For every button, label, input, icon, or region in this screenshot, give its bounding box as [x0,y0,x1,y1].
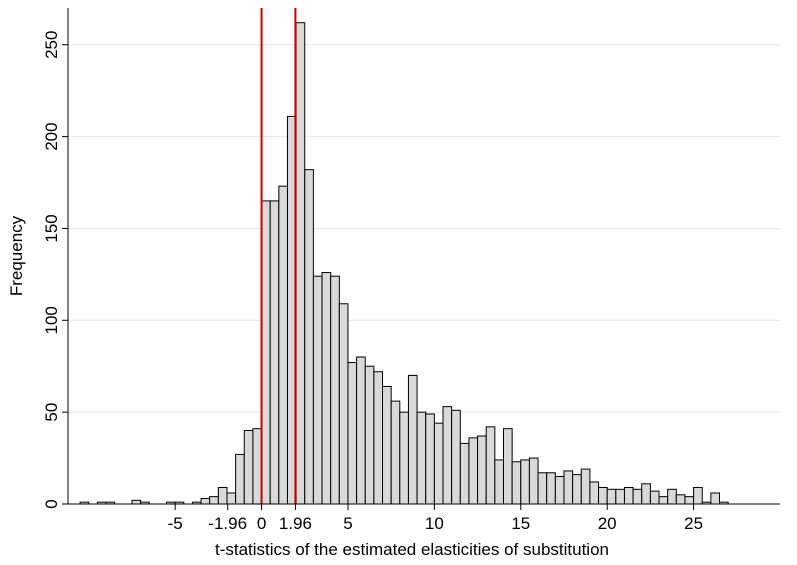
histogram-bar [546,472,556,505]
x-axis-title: t-statistics of the estimated elasticiti… [215,540,609,559]
histogram-bar [200,497,211,505]
histogram-bar [710,492,721,505]
x-tick-label: 20 [598,514,617,533]
histogram-bar [667,488,677,505]
histogram-bar [399,411,409,505]
histogram-bar [598,486,608,505]
histogram-bar [580,468,591,505]
gridlines [68,44,780,413]
histogram-bars [79,22,729,505]
histogram-bar [485,426,496,505]
histogram-bar [641,483,651,505]
histogram-bar [606,488,617,505]
y-tick-label: 250 [42,31,61,59]
histogram-bar [459,442,470,505]
reference-lines [260,8,297,504]
histogram-bar [520,459,530,505]
histogram-bar [321,272,332,505]
histogram-bar [278,185,288,505]
histogram-bar [416,411,427,505]
histogram-bar [217,486,228,505]
x-tick-label: -5 [168,514,183,533]
histogram-bar [502,428,513,505]
histogram-bar [649,490,660,505]
histogram-bar [338,303,349,505]
histogram-bar [615,488,625,505]
histogram-bar [563,470,574,505]
histogram-bar [390,400,401,505]
histogram-bar [623,486,634,505]
histogram-bar [632,488,643,505]
histogram-bar [537,472,548,505]
histogram-bar [433,422,444,505]
y-tick-label: 50 [42,403,61,422]
histogram-bar [572,474,582,505]
histogram-bar [407,374,418,505]
histogram-bar [269,200,280,505]
histogram-bar [442,406,453,505]
histogram-bar [131,499,142,505]
x-tick-label: 25 [684,514,703,533]
y-tick-label: 150 [42,214,61,242]
histogram-bar [356,356,366,505]
histogram-bar [554,475,565,505]
histogram-bar [243,430,254,505]
histogram-bar [330,275,340,505]
histogram-bar [364,365,375,505]
x-tick-label: -1.96 [208,514,247,533]
histogram-bar [261,200,271,505]
x-tick-label: 5 [343,514,352,533]
histogram-bar [477,435,487,505]
histogram-bar [511,461,522,505]
histogram-bar [304,169,314,505]
histogram-bar [589,481,600,505]
x-tick-label: 15 [511,514,530,533]
histogram-bar [528,457,539,505]
histogram-bar [494,459,504,505]
histogram-bar [658,496,669,505]
histogram-bar [295,22,306,505]
histogram-bar [425,413,435,505]
y-axis-title: Frequency [7,215,26,296]
histogram-bar [252,428,263,505]
histogram-bar [693,486,703,505]
x-axis-ticks: -5 -1.96 0 1.96 5 10 15 20 25 [168,504,703,533]
histogram-bar [675,494,686,505]
x-tick-label: 1.96 [279,514,312,533]
y-tick-label: 100 [42,306,61,334]
histogram-bar [312,275,323,505]
histogram-bar [347,362,358,505]
y-tick-label: 200 [42,122,61,150]
axes [67,8,780,505]
histogram-bar [373,371,384,505]
histogram-bar [451,409,461,505]
y-tick-label: 0 [42,499,61,508]
histogram-bar [226,492,237,505]
histogram-bar [684,496,695,505]
histogram-bar [209,496,219,505]
histogram-bar [468,437,479,505]
y-axis-ticks: 0 50 100 150 200 250 [42,31,68,509]
histogram-bar [382,385,392,505]
histogram-bar [235,453,245,505]
x-tick-label: 0 [257,514,266,533]
x-tick-label: 10 [425,514,444,533]
